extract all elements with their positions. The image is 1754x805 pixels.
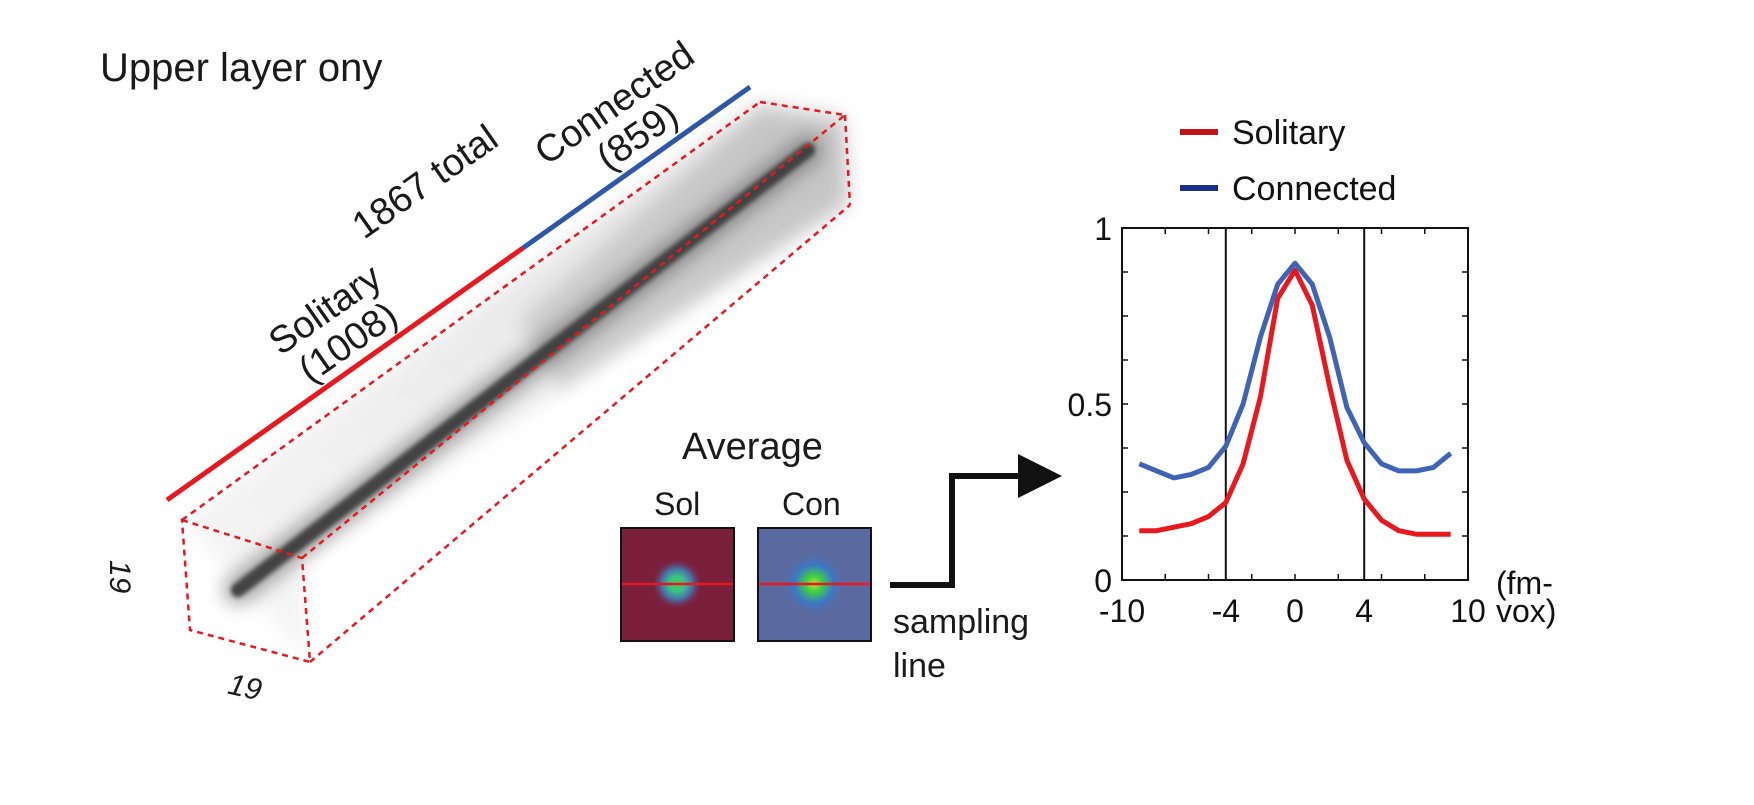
x-tick-label: 0 [1286,593,1304,629]
series-line-solitary [1139,267,1451,537]
legend-label-solitary: Solitary [1232,114,1345,152]
chart-legend: Solitary Connected [1180,114,1396,208]
plot-area: -10 -4 0 4 10 0 0.5 1 (fm-vox) [1068,211,1557,629]
x-tick-label: 10 [1450,593,1486,629]
sampling-label: sampling line [893,600,1029,688]
x-axis-label-line2: vox) [1496,593,1556,629]
sampling-label-line2: line [893,647,946,685]
sol-label: Sol [654,486,701,522]
volume-wireframe [180,100,852,664]
connected-bar [521,84,752,251]
x-tick-label: -4 [1212,593,1240,629]
legend-label-connected: Connected [1232,170,1396,208]
volume-figure [165,84,852,664]
solitary-bar [165,245,525,503]
panel-title: Upper layer ony [100,46,383,90]
profile-chart: Solitary Connected -10 -4 0 4 10 0 0.5 1 (fm-vox) [1068,114,1557,629]
y-tick-label: 1 [1094,211,1112,247]
x-axis-label-line1: (fm- [1496,565,1553,601]
y-tick-label: 0 [1094,563,1112,599]
series-line-connected [1138,260,1453,481]
dim-depth-label: 19 [225,668,265,708]
average-images [620,527,872,642]
dim-height-label: 19 [103,560,136,594]
x-tick-label: 4 [1355,593,1373,629]
average-title: Average [682,426,823,468]
arrow-head-icon [1018,454,1062,498]
sampling-label-line1: sampling [893,603,1030,641]
arrow [890,454,1062,588]
y-tick-label: 0.5 [1068,387,1112,423]
x-tick-label: -10 [1099,593,1145,629]
con-label: Con [782,486,841,522]
